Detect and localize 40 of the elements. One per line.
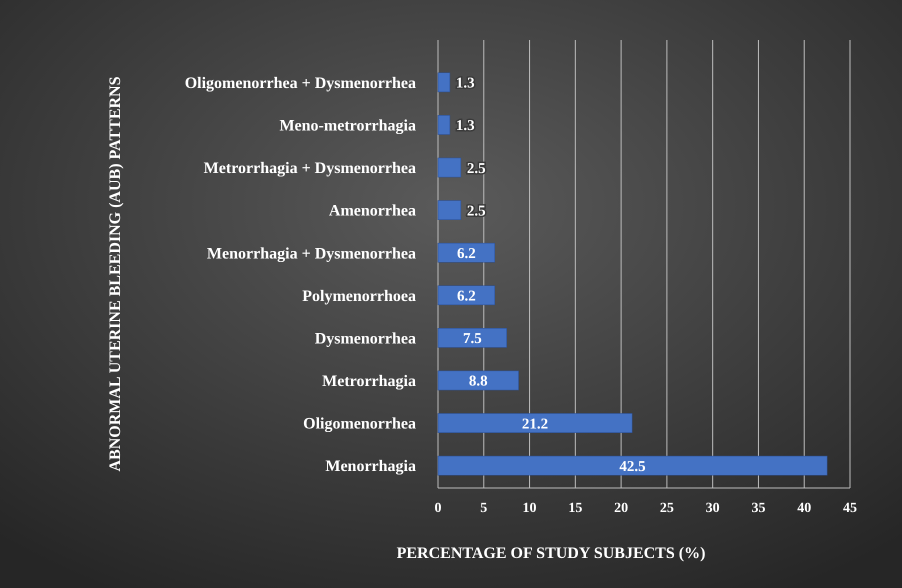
y-tick-label: Menorrhagia + Dysmenorrhea bbox=[206, 245, 416, 262]
x-tick-label: 20 bbox=[614, 501, 628, 516]
data-label: 1.3 bbox=[456, 118, 475, 134]
data-label: 1.3 bbox=[456, 76, 475, 92]
bar bbox=[438, 72, 450, 92]
x-axis-title: PERCENTAGE OF STUDY SUBJECTS (%) bbox=[396, 545, 706, 562]
x-tick-label: 25 bbox=[660, 501, 674, 516]
y-tick-label: Oligomenorrhea + Dysmenorrhea bbox=[184, 74, 416, 92]
bar bbox=[438, 328, 507, 348]
bar bbox=[438, 115, 450, 135]
data-label: 7.5 bbox=[462, 331, 482, 348]
y-tick-label: Metrorrhagia bbox=[322, 373, 416, 390]
bar bbox=[438, 158, 462, 178]
y-tick-label: Polymenorrhoea bbox=[302, 288, 416, 305]
bar bbox=[438, 413, 632, 433]
x-tick-label: 40 bbox=[797, 501, 812, 516]
bar bbox=[438, 285, 496, 306]
data-label: 6.2 bbox=[457, 288, 476, 305]
x-tick-label: 35 bbox=[751, 501, 766, 516]
bar bbox=[438, 200, 462, 220]
data-label: 42.5 bbox=[619, 458, 646, 475]
x-tick-label: 15 bbox=[568, 501, 582, 516]
y-tick-label: Dysmenorrhea bbox=[314, 330, 416, 348]
y-tick-label: Oligomenorrhea bbox=[303, 416, 416, 433]
data-label: 6.2 bbox=[457, 246, 476, 262]
data-label: 8.8 bbox=[468, 374, 488, 390]
y-axis-title: ABNORMAL UTERINE BLEEDING (AUB) PATTERNS bbox=[107, 76, 124, 472]
y-tick-label: Meno-metrorrhagia bbox=[279, 118, 416, 135]
bar bbox=[438, 242, 496, 263]
x-tick-label: 5 bbox=[480, 501, 488, 516]
bar bbox=[438, 456, 828, 476]
y-tick-label: Metrorrhagia + Dysmenorrhea bbox=[204, 160, 416, 178]
x-tick-label: 0 bbox=[434, 501, 442, 516]
bar bbox=[438, 370, 519, 390]
x-tick-label: 10 bbox=[522, 501, 537, 516]
data-label: 21.2 bbox=[522, 416, 548, 432]
x-tick-label: 30 bbox=[706, 501, 720, 516]
x-tick-label: 45 bbox=[843, 501, 857, 516]
y-tick-label: Amenorrhea bbox=[328, 202, 416, 220]
y-tick-label: Menorrhagia bbox=[325, 458, 416, 476]
